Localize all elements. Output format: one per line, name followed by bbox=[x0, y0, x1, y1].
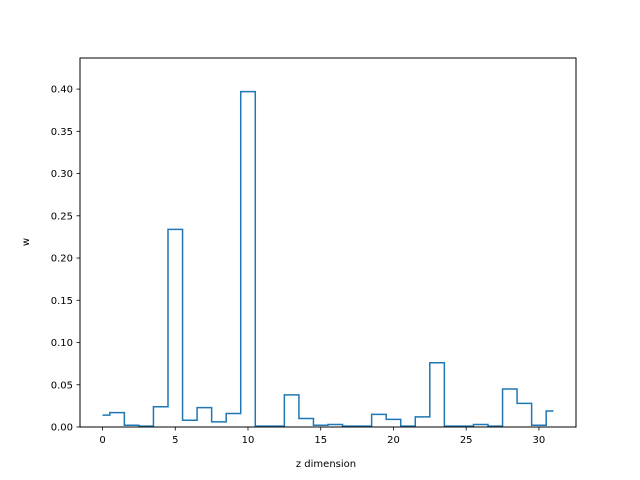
y-tick-label: 0.40 bbox=[51, 85, 73, 96]
axes-frame bbox=[79, 57, 577, 428]
x-axis-ticks: 0 5 10 15 20 25 30 bbox=[99, 427, 545, 446]
y-tick-label: 0.10 bbox=[51, 338, 73, 349]
y-tick-label: 0.05 bbox=[51, 380, 73, 391]
plot-area bbox=[102, 90, 554, 427]
x-tick-label: 0 bbox=[99, 435, 105, 446]
x-tick-label: 20 bbox=[387, 435, 400, 446]
y-tick-label: 0.25 bbox=[51, 211, 73, 222]
y-tick-label: 0.30 bbox=[51, 169, 73, 180]
x-tick-label: 5 bbox=[172, 435, 178, 446]
x-tick-label: 15 bbox=[314, 435, 327, 446]
x-tick-label: 25 bbox=[460, 435, 473, 446]
y-tick-label: 0.35 bbox=[51, 127, 73, 138]
y-tick-label: 0.15 bbox=[51, 296, 73, 307]
y-axis-ticks: 0.00 0.05 0.10 0.15 0.20 0.25 0.30 0.35 0.40 bbox=[51, 85, 80, 434]
y-tick-label: 0.20 bbox=[51, 254, 73, 265]
x-tick-label: 10 bbox=[242, 435, 255, 446]
series-line-0 bbox=[102, 90, 554, 427]
y-axis-label: w bbox=[21, 238, 32, 246]
x-axis-label: z dimension bbox=[296, 459, 356, 470]
y-tick-label: 0.00 bbox=[51, 423, 73, 434]
x-tick-label: 30 bbox=[533, 435, 546, 446]
